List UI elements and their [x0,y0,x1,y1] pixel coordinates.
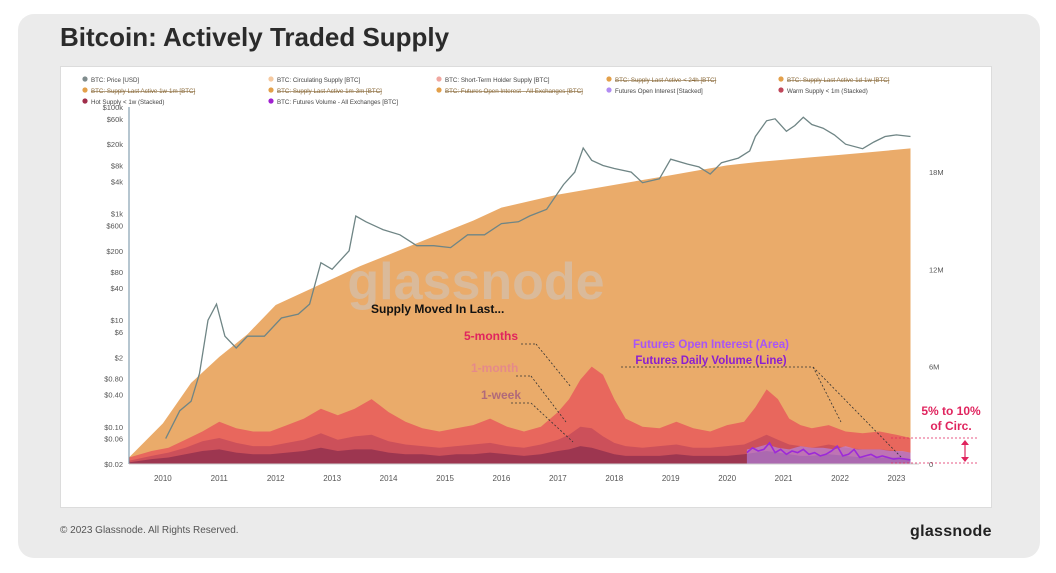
one-week-supply-area [129,446,911,464]
left-tick-label: $0.40 [104,391,123,400]
left-tick-label: $1k [111,210,123,219]
one-month-label: 1-month [471,361,518,375]
x-tick-label: 2011 [211,474,229,483]
legend-item[interactable]: BTC: Supply Last Active 1m-3m [BTC] [277,88,382,95]
chart-axes: 2010 2011 2012 2013 2014 2015 2016 2017 2018 2019… [103,103,944,483]
legend-marker [778,76,784,82]
futures-volume-line [746,441,911,461]
chart-areas [129,148,911,464]
legend-marker [606,87,612,93]
legend-marker [82,98,88,104]
x-tick-label: 2012 [267,474,285,483]
x-tick-label: 2022 [831,474,849,483]
chart-frame: BTC: Price [USD] BTC: Circulating Supply … [60,66,992,508]
x-tick-label: 2023 [888,474,906,483]
page-title: Bitcoin: Actively Traded Supply [60,22,450,52]
legend-item[interactable]: BTC: Supply Last Active 1w-1m [BTC] [91,88,195,95]
legend-item[interactable]: Hot Supply < 1w (Stacked) [91,99,164,106]
left-tick-label: $60k [107,115,124,124]
right-tick-label: 6M [929,363,939,372]
percent-range-label: 5% to 10% [921,404,981,418]
watermark: glassnode [347,253,604,311]
left-tick-label: $40 [110,284,123,293]
left-tick-label: $0.10 [104,423,123,432]
left-tick-label: $4k [111,177,123,186]
x-tick-label: 2010 [154,474,172,483]
legend-item[interactable]: Warm Supply < 1m (Stacked) [787,88,868,95]
legend-marker [268,98,274,104]
left-tick-label: $100k [103,103,124,112]
left-tick-label: $200 [106,247,123,256]
circulating-supply-area [129,148,911,464]
legend-marker [268,87,274,93]
right-tick-label: 18M [929,168,944,177]
x-tick-label: 2014 [380,474,398,483]
left-tick-label: $80 [110,268,123,277]
copyright-text: © 2023 Glassnode. All Rights Reserved. [60,525,239,536]
legend-marker [82,87,88,93]
legend-item[interactable]: BTC: Short-Term Holder Supply [BTC] [445,77,550,84]
legend-marker [268,76,274,82]
chart-svg: BTC: Price [USD] BTC: Circulating Supply … [82,76,981,483]
left-tick-label: $10 [110,316,123,325]
legend-marker [436,76,442,82]
range-arrow-up [961,440,969,445]
five-months-label: 5-months [464,329,518,343]
x-tick-label: 2017 [549,474,567,483]
legend-item[interactable]: Futures Open Interest [Stacked] [615,88,703,95]
x-tick-label: 2013 [323,474,341,483]
x-tick-label: 2021 [775,474,793,483]
legend-marker [436,87,442,93]
futures-pointer [812,366,902,458]
left-tick-label: $0.02 [104,460,123,469]
one-week-pointer [530,402,574,443]
left-tick-label: $600 [106,221,123,230]
price-line-group [165,116,911,439]
price-line [165,116,911,439]
five-month-pointer [535,343,572,388]
legend-marker [606,76,612,82]
x-tick-label: 2018 [605,474,623,483]
right-tick-label: 12M [929,265,944,274]
left-tick-label: $6 [115,328,123,337]
chart-legend: BTC: Price [USD] BTC: Circulating Supply … [82,76,890,106]
left-tick-label: $8k [111,161,123,170]
x-tick-label: 2015 [436,474,454,483]
chart-annotations: Supply Moved In Last... 5-months 1-month 1-… [371,302,981,464]
x-tick-label: 2016 [493,474,511,483]
futures-oi-label: Futures Open Interest (Area) [633,339,789,351]
legend-item[interactable]: BTC: Circulating Supply [BTC] [277,77,360,84]
one-month-pointer [530,375,567,423]
left-tick-label: $2 [115,353,123,362]
legend-marker [82,76,88,82]
legend-item[interactable]: BTC: Supply Last Active 1d-1w [BTC] [787,77,890,84]
legend-marker [778,87,784,93]
legend-item[interactable]: BTC: Futures Open Interest - All Exchang… [445,88,583,95]
percent-range-sublabel: of Circ. [930,419,971,433]
brand-logo: glassnode [910,523,992,540]
futures-volume-label: Futures Daily Volume (Line) [635,355,786,367]
legend-item[interactable]: BTC: Price [USD] [91,77,139,84]
left-tick-label: $0.80 [104,375,123,384]
supply-moved-label: Supply Moved In Last... [371,302,504,316]
left-tick-label: $0.06 [104,435,123,444]
right-tick-label: 0 [929,460,933,469]
legend-item[interactable]: BTC: Supply Last Active < 24h [BTC] [615,77,717,84]
x-tick-label: 2020 [718,474,736,483]
x-tick-label: 2019 [662,474,680,483]
left-tick-label: $20k [107,140,124,149]
range-arrow-down [961,457,969,462]
futures-open-interest-area [746,444,911,464]
one-week-label: 1-week [481,388,521,402]
legend-item[interactable]: BTC: Futures Volume - All Exchanges [BTC… [277,99,398,106]
